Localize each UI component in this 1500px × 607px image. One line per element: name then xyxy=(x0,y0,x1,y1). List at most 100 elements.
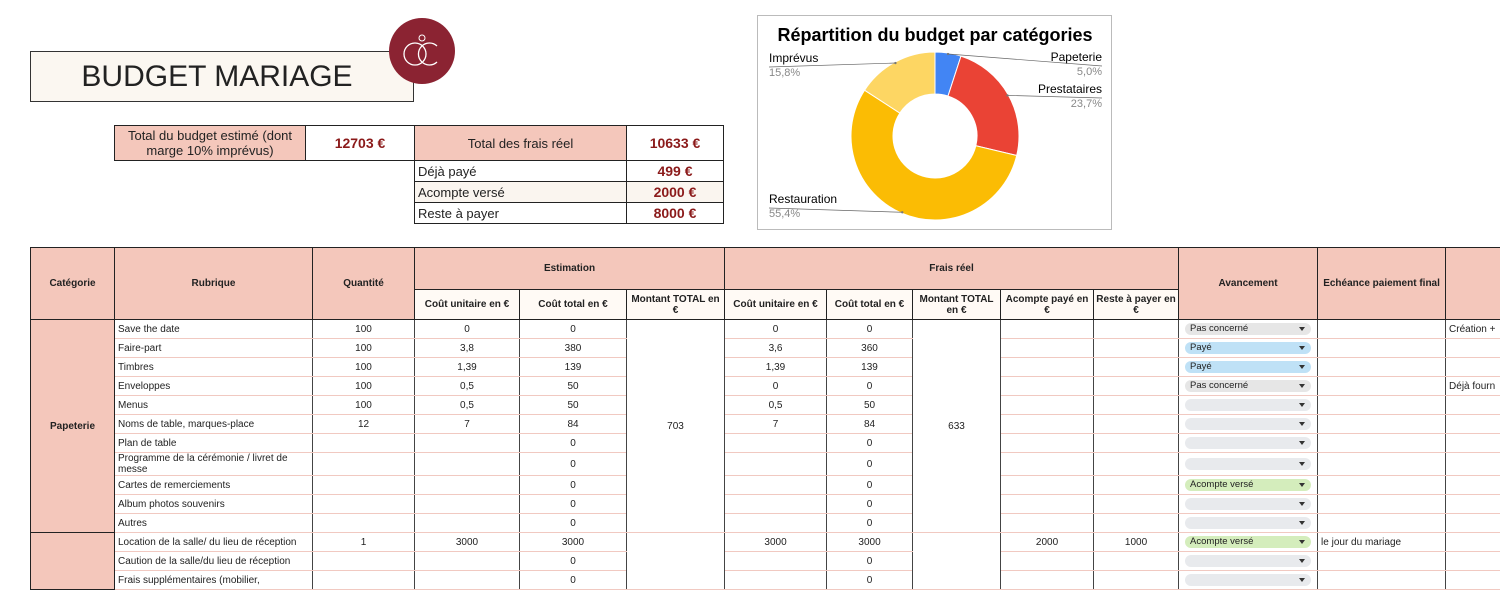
note-cell xyxy=(1445,338,1500,358)
estimated-unit-cost: 0 xyxy=(414,319,520,339)
status-dropdown[interactable]: Pas concerné xyxy=(1185,380,1312,392)
status-dropdown[interactable]: Payé xyxy=(1185,361,1312,373)
note-cell xyxy=(1445,494,1500,514)
status-dropdown[interactable] xyxy=(1185,437,1312,449)
chart-title: Répartition du budget par catégories xyxy=(777,25,1092,45)
status-cell xyxy=(1178,433,1319,453)
estimated-total-cost: 0 xyxy=(519,570,627,590)
real-total-cost: 0 xyxy=(826,570,914,590)
leader-dot xyxy=(946,52,950,56)
quantity-cell: 100 xyxy=(312,376,415,396)
due-cell xyxy=(1317,338,1447,358)
status-dropdown[interactable] xyxy=(1185,458,1312,470)
status-dropdown[interactable] xyxy=(1185,555,1312,567)
quantity-cell: 100 xyxy=(312,395,415,415)
due-cell xyxy=(1317,433,1447,453)
detail-value: 2000 € xyxy=(626,181,724,203)
slice-label: Restauration xyxy=(769,192,837,206)
status-dropdown[interactable]: Acompte versé xyxy=(1185,536,1312,548)
deposit-cell xyxy=(1000,494,1095,514)
status-dropdown[interactable] xyxy=(1185,498,1312,510)
real-unit-cost: 0,5 xyxy=(724,395,828,415)
item-cell: Enveloppes xyxy=(114,376,313,396)
remaining-cell xyxy=(1093,357,1180,377)
quantity-cell: 100 xyxy=(312,357,415,377)
status-dropdown[interactable]: Acompte versé xyxy=(1185,479,1312,491)
status-dropdown[interactable] xyxy=(1185,517,1312,529)
status-dropdown[interactable]: Pas concerné xyxy=(1185,323,1312,335)
item-cell: Save the date xyxy=(114,319,313,339)
detail-value: 8000 € xyxy=(626,202,724,224)
column-header: Echéance paiement final xyxy=(1317,247,1447,320)
column-group-header: Estimation xyxy=(413,247,726,290)
leader-dot xyxy=(1006,94,1009,97)
real-unit-cost xyxy=(724,551,828,571)
estimated-total-cost: 3000 xyxy=(519,532,627,552)
item-cell: Faire-part xyxy=(114,338,313,358)
real-total-cost: 50 xyxy=(826,395,914,415)
column-header: Catégorie xyxy=(30,247,115,320)
leader-line xyxy=(768,207,903,213)
quantity-cell: 12 xyxy=(312,414,415,434)
deposit-cell xyxy=(1000,338,1095,358)
status-dropdown[interactable]: Payé xyxy=(1185,342,1312,354)
real-unit-cost xyxy=(724,452,828,476)
real-total-cost: 3000 xyxy=(826,532,914,552)
estimated-total-cost: 84 xyxy=(519,414,627,434)
deposit-cell xyxy=(1000,551,1095,571)
estimated-unit-cost xyxy=(414,551,520,571)
item-cell: Autres xyxy=(114,513,313,533)
note-cell xyxy=(1445,395,1500,415)
real-total-cost: 84 xyxy=(826,414,914,434)
item-cell: Plan de table xyxy=(114,433,313,453)
column-header: Quantité xyxy=(312,247,415,320)
slice-value-label: 5,0% xyxy=(1077,66,1102,78)
real-unit-cost: 3000 xyxy=(724,532,828,552)
pie-slice xyxy=(850,89,1018,221)
status-dropdown[interactable] xyxy=(1185,574,1312,586)
logo-circle xyxy=(389,18,455,84)
real-total-cost: 139 xyxy=(826,357,914,377)
leader-dot xyxy=(894,61,897,65)
column-header: Avancement xyxy=(1178,247,1319,320)
sub-column-header: Reste à payer en € xyxy=(1093,289,1180,320)
due-cell xyxy=(1317,570,1447,590)
due-cell: le jour du mariage xyxy=(1317,532,1447,552)
item-cell: Cartes de remerciements xyxy=(114,475,313,495)
leader-dot xyxy=(901,211,904,214)
status-cell xyxy=(1178,494,1319,514)
status-dropdown[interactable] xyxy=(1185,418,1312,430)
real-unit-cost: 1,39 xyxy=(724,357,828,377)
status-label: Pas concerné xyxy=(1190,323,1249,334)
estimated-total-cost: 0 xyxy=(519,475,627,495)
estimated-total-cost: 0 xyxy=(519,319,627,339)
estimated-unit-cost: 1,39 xyxy=(414,357,520,377)
status-label: Payé xyxy=(1190,342,1212,353)
item-cell: Caution de la salle/du lieu de réception xyxy=(114,551,313,571)
estimated-unit-cost: 3,8 xyxy=(414,338,520,358)
logo-ring xyxy=(418,34,426,42)
status-label: Payé xyxy=(1190,361,1212,372)
due-cell xyxy=(1317,414,1447,434)
status-cell: Pas concerné xyxy=(1178,319,1319,339)
status-dropdown[interactable] xyxy=(1185,399,1312,411)
due-cell xyxy=(1317,357,1447,377)
table-row: Autres 0 0 xyxy=(31,513,1500,533)
status-cell xyxy=(1178,395,1319,415)
status-cell xyxy=(1178,414,1319,434)
budget-table: Catégorie Rubrique Quantité Estimation F… xyxy=(30,247,1500,590)
estimated-unit-cost xyxy=(414,475,520,495)
note-cell xyxy=(1445,513,1500,533)
remaining-cell xyxy=(1093,494,1180,514)
status-cell xyxy=(1178,513,1319,533)
real-unit-cost xyxy=(724,494,828,514)
pie-slice xyxy=(863,51,936,114)
estimated-unit-cost xyxy=(414,433,520,453)
leader-line xyxy=(768,62,896,68)
remaining-cell xyxy=(1093,376,1180,396)
real-total-cost: 0 xyxy=(826,319,914,339)
estimated-unit-cost: 0,5 xyxy=(414,395,520,415)
deposit-cell xyxy=(1000,319,1095,339)
status-cell: Payé xyxy=(1178,357,1319,377)
